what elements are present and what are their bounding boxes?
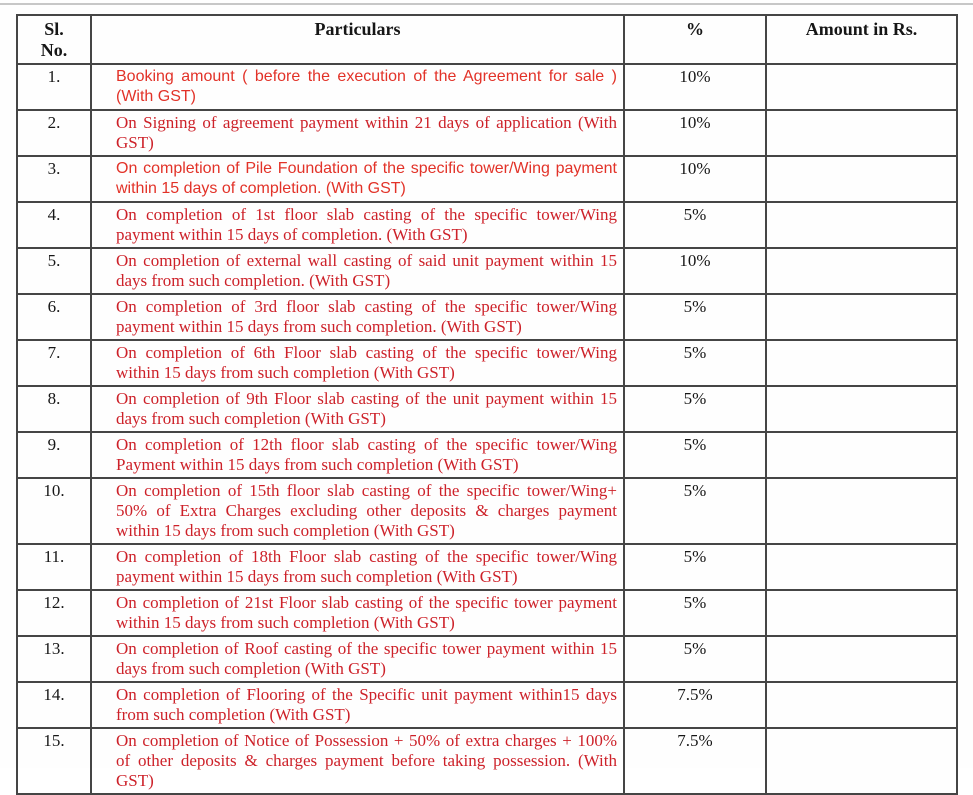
particulars-cell: On completion of Flooring of the Specifi…: [90, 681, 625, 729]
particulars-cell: On completion of 9th Floor slab casting …: [90, 385, 625, 433]
table-row: 8. On completion of 9th Floor slab castin…: [16, 385, 958, 433]
header-amount: Amount in Rs.: [765, 14, 958, 65]
particulars-cell: Booking amount ( before the execution of…: [90, 63, 625, 111]
particulars-cell: On completion of 3rd floor slab casting …: [90, 293, 625, 341]
header-particulars: Particulars: [90, 14, 625, 65]
sl-no-cell: 12.: [16, 589, 92, 637]
table-row: 3. On completion of Pile Foundation of th…: [16, 155, 958, 203]
table-body: 1. Booking amount ( before the execution …: [16, 63, 958, 795]
particulars-cell: On Signing of agreement payment within 2…: [90, 109, 625, 157]
particulars-cell: On completion of 18th Floor slab casting…: [90, 543, 625, 591]
amount-cell: [765, 543, 958, 591]
percent-cell: 5%: [623, 385, 767, 433]
particulars-cell: On completion of Pile Foundation of the …: [90, 155, 625, 203]
percent-cell: 5%: [623, 635, 767, 683]
sl-no-cell: 14.: [16, 681, 92, 729]
scan-edge-artifact: [0, 3, 973, 5]
table-row: 4. On completion of 1st floor slab castin…: [16, 201, 958, 249]
table-header: Sl. No. Particulars % Amount in Rs.: [16, 14, 958, 65]
sl-no-cell: 9.: [16, 431, 92, 479]
percent-cell: 5%: [623, 339, 767, 387]
amount-cell: [765, 247, 958, 295]
amount-cell: [765, 727, 958, 795]
table-row: 2. On Signing of agreement payment within…: [16, 109, 958, 157]
amount-cell: [765, 681, 958, 729]
particulars-cell: On completion of 6th Floor slab casting …: [90, 339, 625, 387]
particulars-cell: On completion of Roof casting of the spe…: [90, 635, 625, 683]
percent-cell: 5%: [623, 201, 767, 249]
payment-schedule-table: Sl. No. Particulars % Amount in Rs. 1. Bo…: [16, 14, 958, 795]
percent-cell: 5%: [623, 431, 767, 479]
sl-no-cell: 7.: [16, 339, 92, 387]
sl-no-cell: 15.: [16, 727, 92, 795]
table-row: 6. On completion of 3rd floor slab castin…: [16, 293, 958, 341]
particulars-cell: On completion of Notice of Possession + …: [90, 727, 625, 795]
table-row: 7. On completion of 6th Floor slab castin…: [16, 339, 958, 387]
percent-cell: 5%: [623, 543, 767, 591]
amount-cell: [765, 63, 958, 111]
sl-no-cell: 3.: [16, 155, 92, 203]
table-row: 1. Booking amount ( before the execution …: [16, 63, 958, 111]
amount-cell: [765, 155, 958, 203]
sl-no-cell: 8.: [16, 385, 92, 433]
table-row: 12. On completion of 21st Floor slab cast…: [16, 589, 958, 637]
particulars-cell: On completion of 1st floor slab casting …: [90, 201, 625, 249]
percent-cell: 10%: [623, 109, 767, 157]
header-percent: %: [623, 14, 767, 65]
sl-no-cell: 2.: [16, 109, 92, 157]
header-row: Sl. No. Particulars % Amount in Rs.: [16, 14, 958, 65]
sl-no-cell: 1.: [16, 63, 92, 111]
percent-cell: 7.5%: [623, 681, 767, 729]
percent-cell: 5%: [623, 293, 767, 341]
percent-cell: 5%: [623, 589, 767, 637]
table-row: 5. On completion of external wall casting…: [16, 247, 958, 295]
sl-no-cell: 13.: [16, 635, 92, 683]
particulars-cell: On completion of 15th floor slab casting…: [90, 477, 625, 545]
table-row: 10. On completion of 15th floor slab cast…: [16, 477, 958, 545]
amount-cell: [765, 385, 958, 433]
percent-cell: 10%: [623, 63, 767, 111]
amount-cell: [765, 109, 958, 157]
amount-cell: [765, 201, 958, 249]
table-row: 11. On completion of 18th Floor slab cast…: [16, 543, 958, 591]
amount-cell: [765, 477, 958, 545]
percent-cell: 10%: [623, 247, 767, 295]
particulars-cell: On completion of 21st Floor slab casting…: [90, 589, 625, 637]
percent-cell: 7.5%: [623, 727, 767, 795]
sl-no-cell: 10.: [16, 477, 92, 545]
sl-no-cell: 6.: [16, 293, 92, 341]
table-row: 15. On completion of Notice of Possession…: [16, 727, 958, 795]
table-row: 13. On completion of Roof casting of the …: [16, 635, 958, 683]
header-sl-no: Sl. No.: [16, 14, 92, 65]
amount-cell: [765, 589, 958, 637]
percent-cell: 5%: [623, 477, 767, 545]
percent-cell: 10%: [623, 155, 767, 203]
particulars-cell: On completion of 12th floor slab casting…: [90, 431, 625, 479]
sl-no-cell: 4.: [16, 201, 92, 249]
amount-cell: [765, 339, 958, 387]
particulars-cell: On completion of external wall casting o…: [90, 247, 625, 295]
amount-cell: [765, 635, 958, 683]
amount-cell: [765, 293, 958, 341]
document-page: Sl. No. Particulars % Amount in Rs. 1. Bo…: [0, 3, 973, 795]
table-row: 14. On completion of Flooring of the Spec…: [16, 681, 958, 729]
table-row: 9. On completion of 12th floor slab casti…: [16, 431, 958, 479]
amount-cell: [765, 431, 958, 479]
sl-no-cell: 11.: [16, 543, 92, 591]
sl-no-cell: 5.: [16, 247, 92, 295]
